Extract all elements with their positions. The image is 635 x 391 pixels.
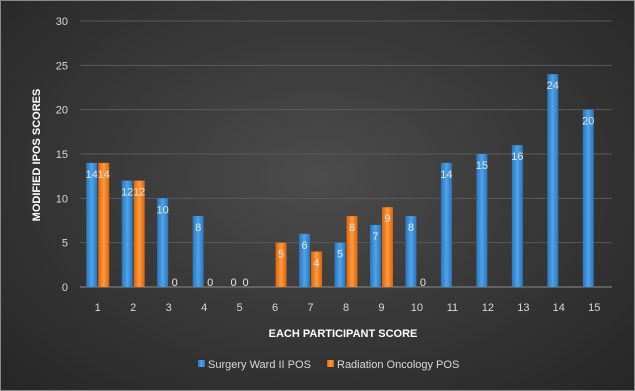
data-label: 5: [278, 249, 284, 261]
x-tick-label: 14: [553, 302, 565, 314]
y-axis-ticks: 0 5 10 15 20 25 30: [56, 16, 68, 294]
data-label: 24: [547, 80, 559, 92]
data-label: 4: [313, 258, 319, 270]
x-tick-label: 3: [166, 302, 172, 314]
bar-radiation-oncology: [133, 180, 145, 287]
bar-radiation-oncology: [275, 242, 287, 287]
data-label: 8: [408, 222, 414, 234]
bar-surgery-ward: [86, 162, 98, 287]
y-tick-label: 0: [62, 282, 68, 294]
data-label: 12: [133, 187, 145, 199]
bar-surgery-ward: [440, 162, 452, 287]
bar-surgery-ward: [121, 180, 133, 287]
x-tick-label: 9: [378, 302, 384, 314]
data-label: 14: [98, 169, 110, 181]
x-tick-label: 6: [272, 302, 278, 314]
data-label: 0: [420, 277, 426, 289]
legend-swatch-radiation-oncology: [327, 360, 334, 367]
x-tick-label: 5: [237, 302, 243, 314]
y-tick-label: 25: [56, 60, 68, 72]
data-label: 0: [231, 277, 237, 289]
x-tick-label: 7: [307, 302, 313, 314]
x-axis-ticks: 1 2 3 4 5 6 7 8 9 10 11 12 13 14 15: [95, 302, 601, 314]
x-tick-label: 10: [411, 302, 423, 314]
bar-surgery-ward: [405, 216, 417, 287]
y-tick-label: 15: [56, 149, 68, 161]
y-axis-title: MODIFIED IPOS SCORES: [31, 89, 43, 222]
x-tick-label: 13: [517, 302, 529, 314]
legend-label-radiation-oncology: Radiation Oncology POS: [337, 359, 459, 371]
data-label: 14: [86, 169, 98, 181]
bar-radiation-oncology: [311, 251, 323, 287]
bar-surgery-ward: [511, 145, 523, 287]
bar-surgery-ward: [476, 154, 488, 287]
legend-swatch-surgery-ward: [198, 360, 205, 367]
data-label: 12: [121, 187, 133, 199]
x-tick-label: 4: [201, 302, 207, 314]
bar-surgery-ward: [547, 74, 559, 287]
x-tick-label: 11: [447, 302, 458, 314]
data-label: 0: [207, 277, 213, 289]
y-tick-label: 30: [56, 16, 68, 28]
data-label: 14: [440, 169, 452, 181]
gridlines: [80, 20, 612, 288]
legend: Surgery Ward II POS Radiation Oncology PO…: [198, 359, 459, 371]
data-label: 8: [195, 222, 201, 234]
data-label: 16: [511, 151, 523, 163]
bars: [86, 74, 594, 288]
x-tick-label: 12: [482, 302, 494, 314]
bar-surgery-ward: [157, 198, 169, 287]
bar-radiation-oncology: [98, 162, 110, 287]
x-axis-title: EACH PARTICIPANT SCORE: [269, 328, 418, 340]
data-label: 8: [349, 222, 355, 234]
bar-radiation-oncology: [381, 207, 393, 287]
data-label: 0: [172, 277, 178, 289]
data-label: 9: [384, 213, 390, 225]
x-tick-label: 15: [588, 302, 600, 314]
data-label: 0: [243, 277, 249, 289]
bar-surgery-ward: [192, 216, 204, 287]
bar-surgery-ward: [299, 233, 311, 287]
legend-label-surgery-ward: Surgery Ward II POS: [208, 359, 311, 371]
bar-radiation-oncology: [346, 216, 358, 287]
data-label: 15: [476, 160, 488, 172]
data-label: 7: [372, 231, 378, 243]
y-tick-label: 10: [56, 193, 68, 205]
bar-surgery-ward: [334, 242, 346, 287]
x-tick-label: 1: [95, 302, 101, 314]
x-tick-label: 8: [343, 302, 349, 314]
data-label: 6: [301, 240, 307, 252]
y-tick-label: 5: [62, 238, 68, 250]
bar-surgery-ward: [582, 109, 594, 288]
bar-surgery-ward: [369, 224, 381, 287]
x-tick-label: 2: [130, 302, 136, 314]
data-label: 10: [157, 204, 169, 216]
y-tick-label: 20: [56, 105, 68, 117]
data-label: 5: [337, 249, 343, 261]
data-label: 20: [582, 116, 594, 128]
